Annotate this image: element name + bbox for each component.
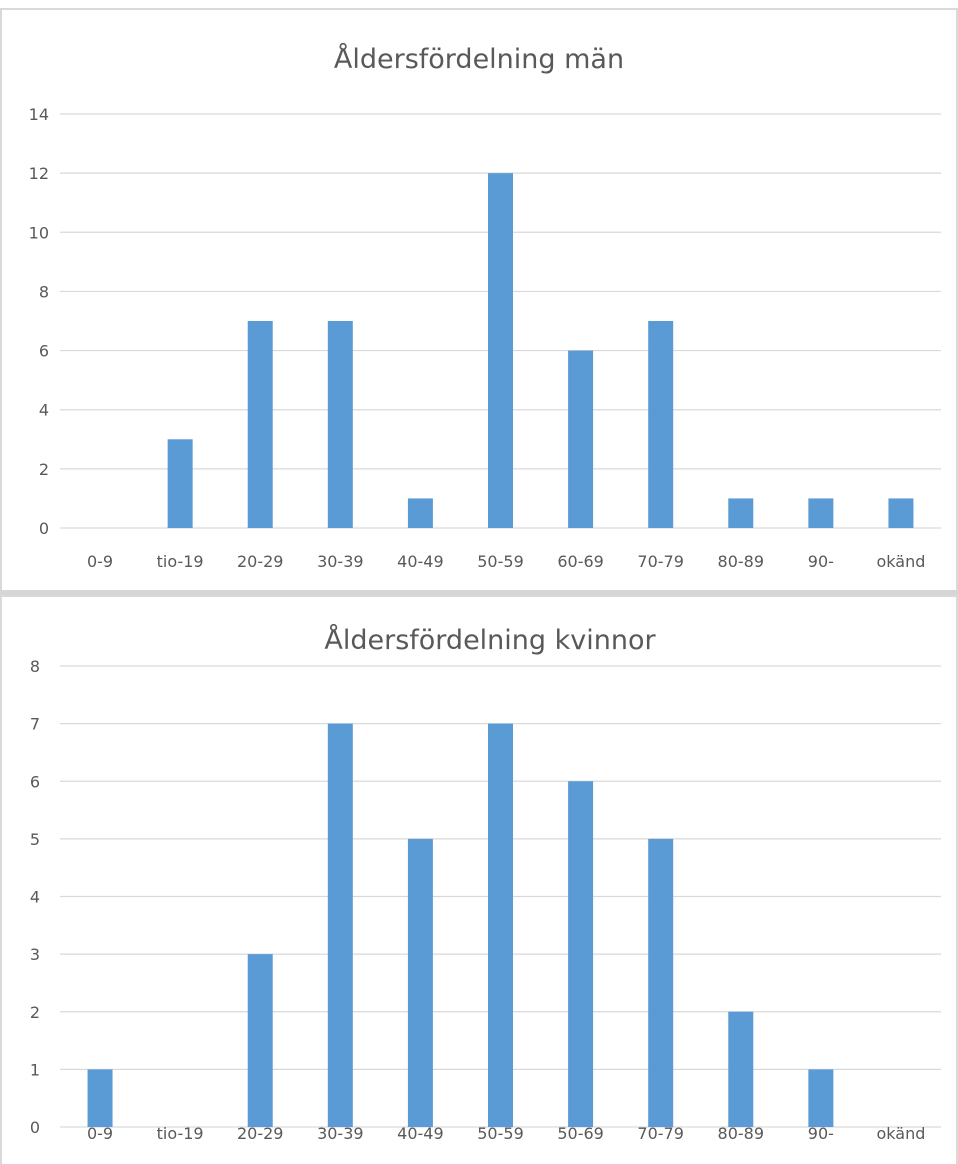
- y-tick-label: 5: [30, 830, 40, 849]
- bar-40-49: [407, 498, 433, 528]
- bar-okänd: [888, 498, 914, 528]
- chart-panel-men: Åldersfördelning män 0 2 4 6 8 10 12 14 0-9 tio-…: [0, 8, 958, 590]
- bar-30-39: [327, 723, 353, 1127]
- y-tick-label: 10: [29, 223, 49, 242]
- x-tick-label: 40-49: [397, 1124, 444, 1143]
- bar-tio-19: [167, 439, 193, 528]
- x-tick-label: 40-49: [397, 552, 444, 571]
- y-tick-label: 6: [30, 772, 40, 791]
- bar-30-39: [327, 321, 353, 528]
- x-tick-label: 70-79: [637, 1124, 684, 1143]
- bar-90-: [808, 1069, 834, 1127]
- chart-title: Åldersfördelning män: [334, 43, 624, 75]
- y-tick-label: 3: [30, 945, 40, 964]
- x-tick-label: 70-79: [637, 552, 684, 571]
- bar-50-69: [568, 781, 594, 1127]
- y-tick-label: 12: [29, 164, 49, 183]
- bar-20-29: [247, 954, 273, 1127]
- x-tick-label: 80-89: [718, 552, 765, 571]
- x-tick-label: 30-39: [317, 1124, 364, 1143]
- bar-80-89: [728, 1011, 754, 1127]
- x-tick-label: 60-69: [557, 552, 604, 571]
- bar-20-29: [247, 321, 273, 528]
- bar-50-59: [488, 173, 513, 528]
- y-tick-label: 0: [39, 519, 49, 538]
- chart-title: Åldersfördelning kvinnor: [324, 624, 656, 656]
- y-tick-label: 0: [30, 1118, 40, 1137]
- x-tick-label: 20-29: [237, 1124, 284, 1143]
- x-tick-label: 50-59: [477, 552, 524, 571]
- bar-40-49: [407, 838, 433, 1127]
- chart-men: Åldersfördelning män 0 2 4 6 8 10 12 14 0-9 tio-…: [29, 43, 941, 571]
- chart-women: Åldersfördelning kvinnor 0 1 2 3 4 5 6 7 8 0-9 ti…: [30, 624, 941, 1143]
- y-tick-label: 4: [39, 401, 49, 420]
- x-tick-label: 0-9: [87, 1124, 113, 1143]
- x-tick-label: 50-59: [477, 1124, 524, 1143]
- y-tick-label: 7: [30, 715, 40, 734]
- x-tick-label: 20-29: [237, 552, 284, 571]
- bar-60-69: [568, 350, 594, 528]
- y-tick-label: 4: [30, 888, 40, 907]
- x-tick-label: 90-: [808, 1124, 834, 1143]
- y-tick-label: 1: [30, 1060, 40, 1079]
- y-tick-label: 8: [30, 657, 40, 676]
- x-tick-label: 50-69: [557, 1124, 604, 1143]
- x-tick-label: okänd: [877, 1124, 926, 1143]
- x-tick-label: 90-: [808, 552, 834, 571]
- panel-divider: [0, 590, 958, 595]
- x-tick-label: 0-9: [87, 552, 113, 571]
- x-tick-label: tio-19: [157, 552, 204, 571]
- bar-50-59: [488, 723, 513, 1127]
- chart-panel-women: Åldersfördelning kvinnor 0 1 2 3 4 5 6 7 8 0-9 ti…: [0, 595, 958, 1164]
- y-tick-label: 2: [39, 460, 49, 479]
- bar-70-79: [648, 321, 674, 528]
- y-tick-label: 14: [29, 105, 49, 124]
- y-tick-label: 6: [39, 342, 49, 361]
- y-tick-label: 2: [30, 1003, 40, 1022]
- y-tick-label: 8: [39, 282, 49, 301]
- bar-0-9: [87, 1069, 113, 1127]
- x-tick-label: tio-19: [157, 1124, 204, 1143]
- bar-70-79: [648, 838, 674, 1127]
- x-tick-label: 30-39: [317, 552, 364, 571]
- bar-90-: [808, 498, 834, 528]
- x-tick-label: okänd: [877, 552, 926, 571]
- bar-80-89: [728, 498, 754, 528]
- x-tick-label: 80-89: [718, 1124, 765, 1143]
